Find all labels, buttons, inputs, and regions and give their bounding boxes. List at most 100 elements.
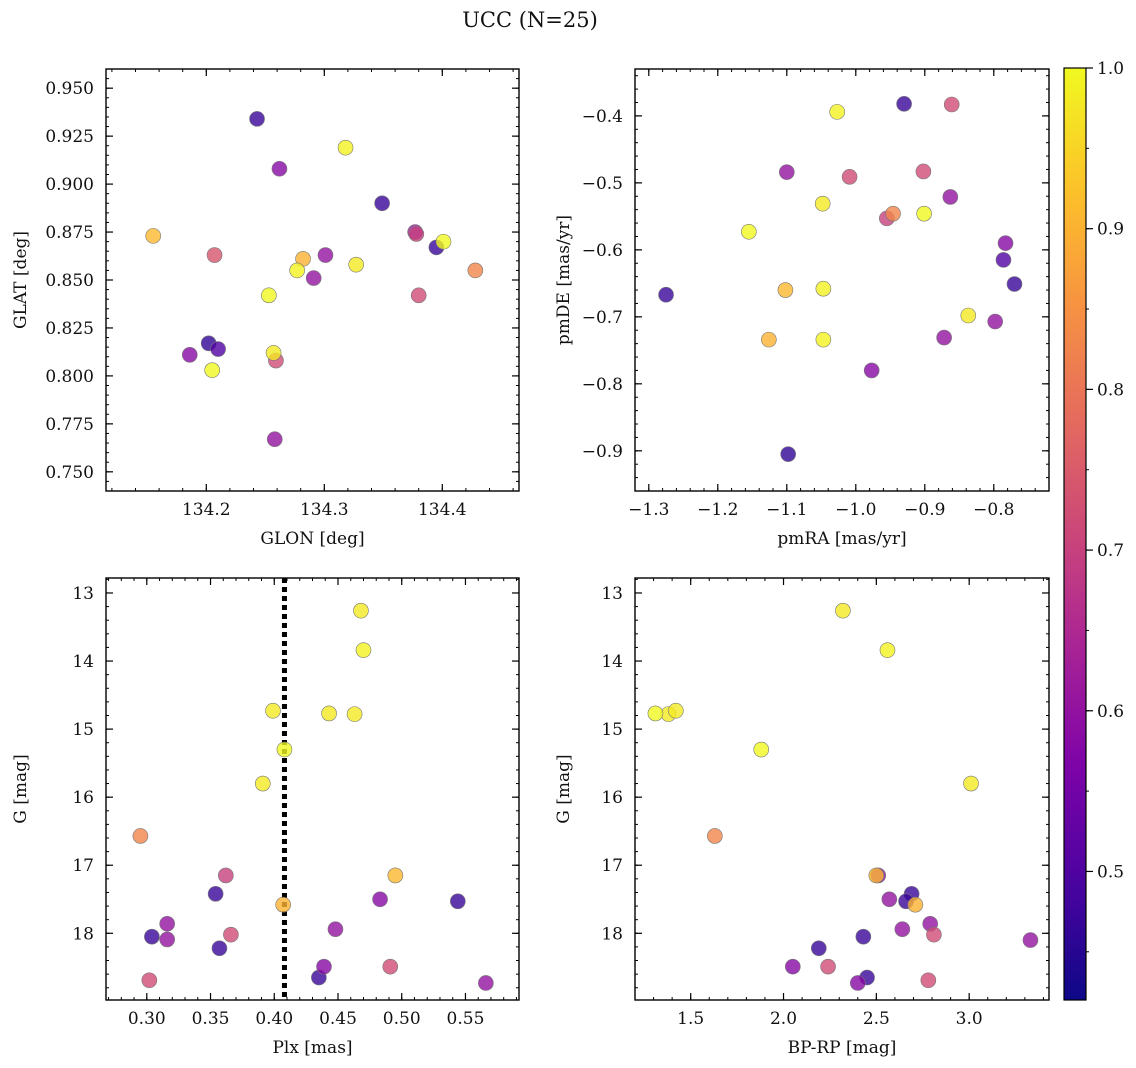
x-tick-label: 2.5 — [863, 1009, 890, 1029]
data-point — [894, 921, 911, 938]
data-point — [810, 940, 827, 957]
data-point — [435, 233, 452, 250]
data-point — [668, 702, 684, 719]
data-point — [478, 975, 494, 991]
data-point — [254, 775, 271, 792]
data-point — [372, 891, 388, 908]
data-point — [741, 223, 757, 240]
axes-frame — [634, 68, 1050, 492]
data-point — [963, 775, 979, 792]
data-point — [997, 235, 1014, 251]
x-tick-label: −1.3 — [628, 500, 669, 520]
data-point — [207, 886, 224, 902]
x-tick-label: 134.2 — [182, 500, 231, 520]
data-point — [841, 169, 858, 185]
data-point — [249, 111, 265, 127]
x-tick-label: −0.8 — [973, 500, 1014, 520]
data-point — [1006, 276, 1023, 292]
y-tick-label: −0.6 — [582, 241, 623, 261]
data-point — [987, 313, 1003, 330]
y-tick-label: 0.775 — [45, 415, 94, 435]
y-tick-label: 0.850 — [45, 271, 94, 291]
data-point — [942, 189, 959, 205]
x-axis-label: pmRA [mas/yr] — [777, 529, 906, 549]
data-point — [410, 287, 427, 304]
panel-glon-glat: 134.2 134.3 134.4 0.750 0.775 0.800 0.825 0.850… — [11, 68, 520, 549]
data-point — [936, 329, 952, 346]
x-tick-label: 134.3 — [300, 500, 349, 520]
panel-plx-g: 0.30 0.35 0.40 0.45 0.50 0.55 13 14 15 16 17 18 Plx … — [11, 577, 520, 1058]
x-axis-label: BP-RP [mag] — [788, 1038, 897, 1058]
data-point — [915, 163, 932, 180]
y-tick-label: 0.900 — [45, 175, 94, 195]
data-point — [327, 921, 344, 938]
data-point — [849, 975, 866, 991]
y-tick-label: 15 — [601, 720, 623, 740]
colorbar-tick-label: 0.5 — [1097, 862, 1124, 882]
x-tick-label: 3.0 — [956, 1009, 983, 1029]
data-point — [271, 160, 288, 177]
data-point — [863, 362, 880, 379]
colorbar-tick-label: 0.9 — [1097, 220, 1124, 240]
data-point — [960, 307, 977, 324]
y-axis-label: G [mag] — [554, 754, 574, 823]
y-tick-label: 0.925 — [45, 127, 94, 147]
data-point — [761, 331, 777, 348]
y-tick-label: −0.7 — [582, 308, 623, 328]
y-tick-label: −0.8 — [582, 375, 623, 395]
data-point — [382, 958, 399, 975]
data-point — [815, 331, 832, 348]
data-point — [785, 958, 801, 975]
data-point — [926, 926, 942, 943]
x-tick-label: 0.40 — [255, 1009, 293, 1029]
x-tick-label: 134.4 — [418, 500, 467, 520]
data-point — [780, 446, 796, 462]
x-tick-label: −1.1 — [766, 500, 807, 520]
y-axis-label: G [mag] — [11, 754, 31, 823]
colorbar: 0.5 0.6 0.7 0.8 0.9 1.0 — [1063, 59, 1124, 1001]
axes-frame — [634, 577, 1050, 1001]
data-point — [204, 362, 220, 378]
y-tick-label: −0.5 — [582, 174, 623, 194]
data-point — [450, 893, 466, 910]
data-point — [879, 642, 896, 658]
data-point — [337, 139, 354, 156]
data-point — [275, 896, 291, 913]
data-point — [820, 958, 836, 975]
colorbar-tick-label: 0.8 — [1097, 380, 1124, 400]
x-tick-label: 0.50 — [383, 1009, 421, 1029]
data-point — [145, 228, 161, 244]
data-point — [346, 706, 363, 722]
data-point — [159, 915, 175, 932]
data-point — [1022, 932, 1039, 948]
data-point — [920, 972, 937, 989]
data-point — [835, 602, 851, 619]
y-tick-label: 15 — [72, 720, 94, 740]
x-tick-label: −1.2 — [697, 500, 738, 520]
data-point — [881, 891, 898, 908]
data-point — [778, 164, 795, 180]
y-tick-label: 13 — [72, 584, 94, 604]
panel-pmra-pmde: −1.3 −1.2 −1.1 −1.0 −0.9 −0.8 −0.9 −0.8 −0.7 −0.6… — [554, 68, 1050, 549]
y-tick-label: 0.750 — [45, 463, 94, 483]
data-point — [814, 195, 831, 212]
y-tick-label: −0.9 — [582, 442, 623, 462]
colorbar-tick-label: 0.6 — [1097, 702, 1124, 722]
y-tick-label: 14 — [72, 652, 94, 672]
colorbar-tick-label: 0.7 — [1097, 541, 1124, 561]
data-point — [348, 256, 364, 273]
data-point — [815, 280, 832, 297]
data-point — [206, 247, 223, 263]
y-tick-label: 0.825 — [45, 319, 94, 339]
data-point — [265, 345, 282, 361]
data-point — [132, 828, 149, 844]
data-point — [181, 347, 198, 363]
data-point — [355, 642, 372, 658]
data-point — [647, 705, 664, 722]
data-point — [707, 828, 723, 844]
y-tick-label: −0.4 — [582, 107, 623, 127]
data-point — [753, 741, 770, 758]
figure-title: UCC (N=25) — [462, 8, 598, 32]
y-tick-label: 14 — [601, 652, 623, 672]
